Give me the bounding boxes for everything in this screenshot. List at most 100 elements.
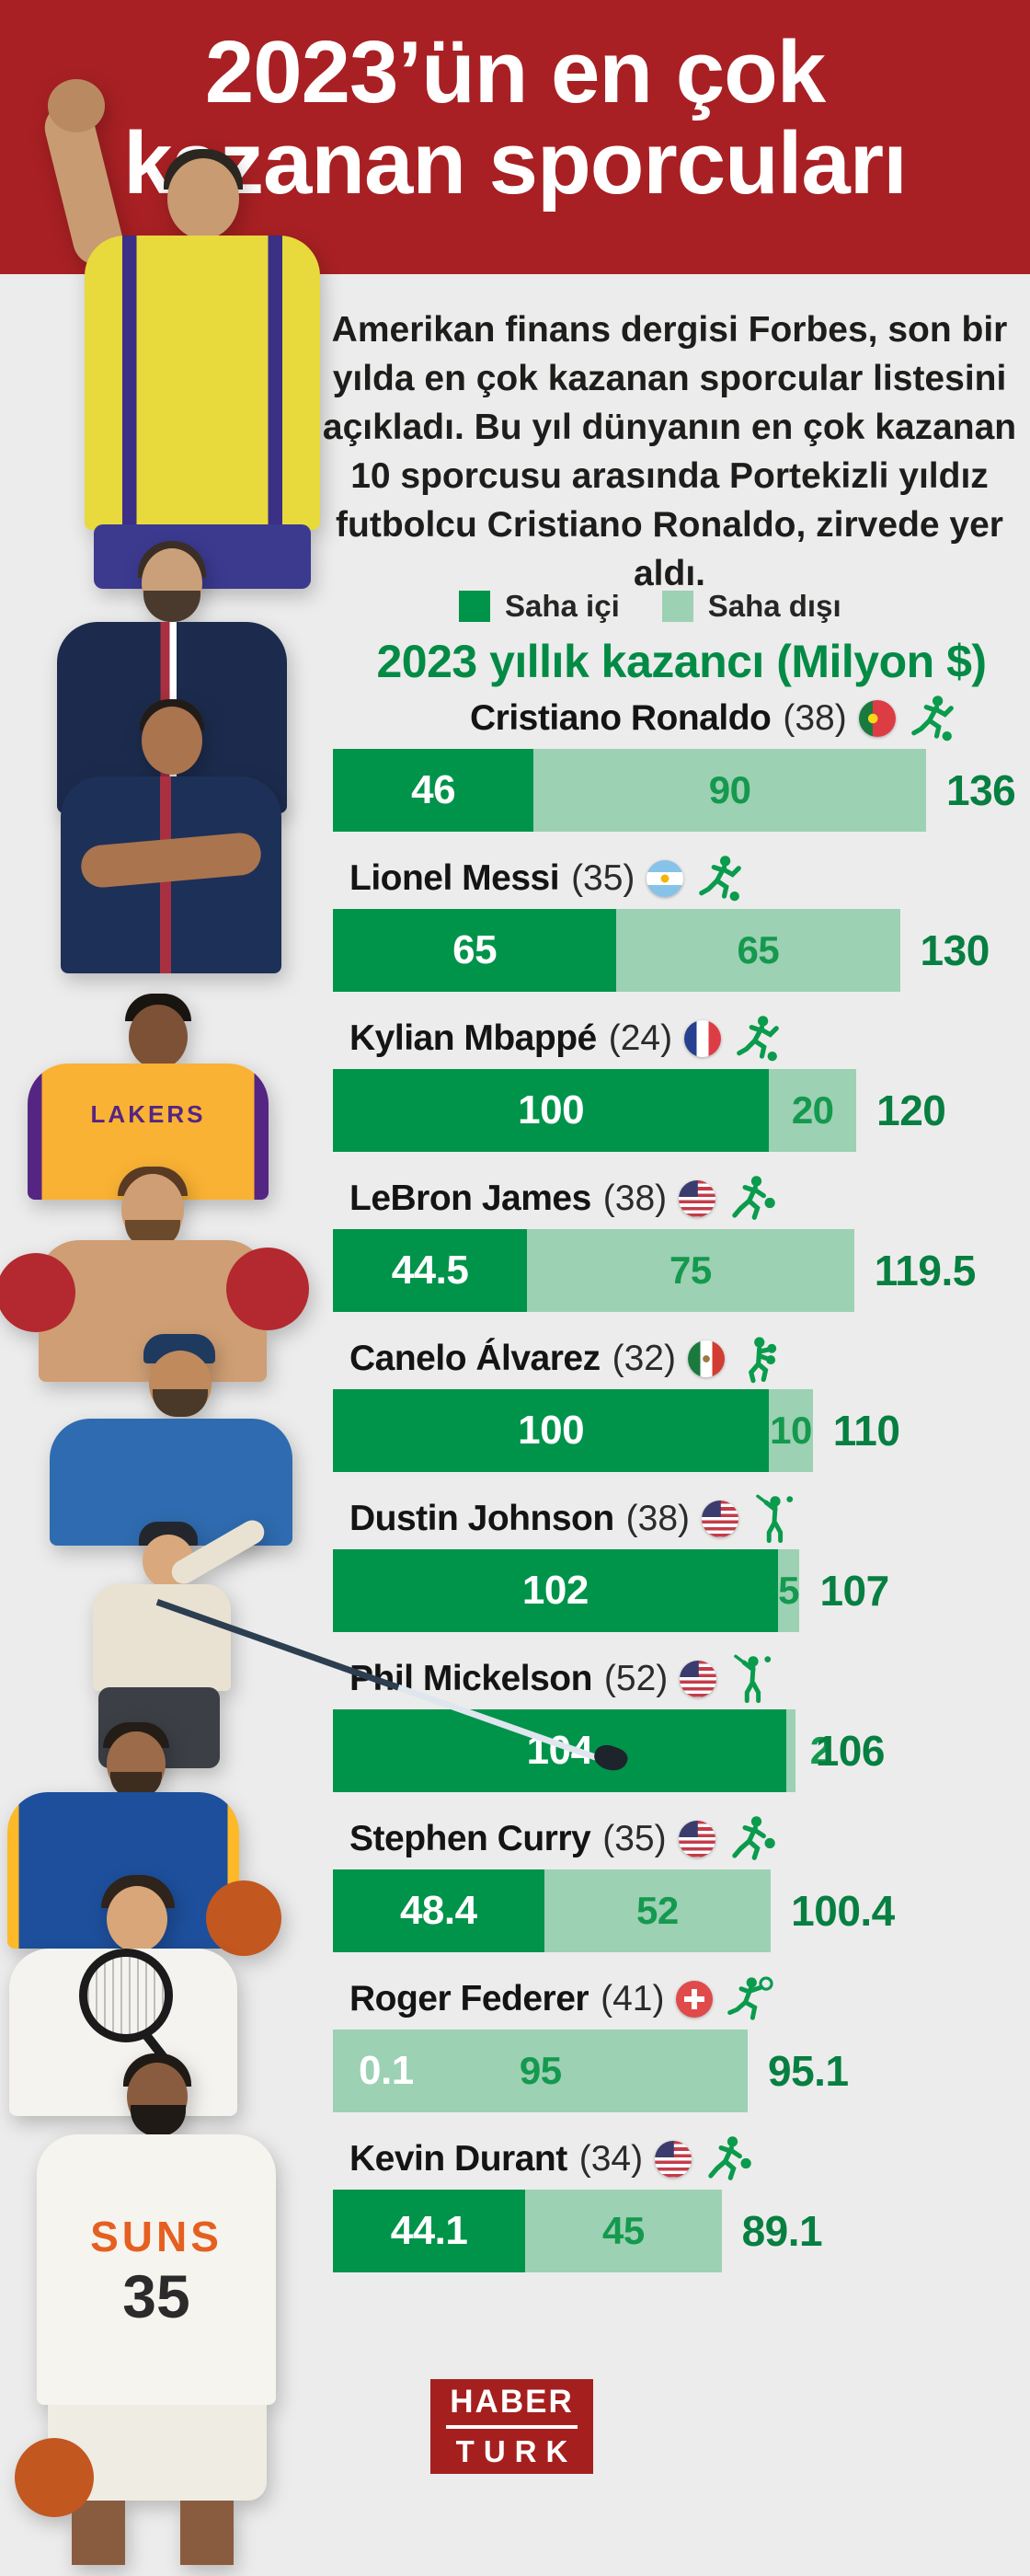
on-field-segment xyxy=(333,1229,528,1312)
athlete-name-line: Phil Mickelson (52) xyxy=(333,1649,1030,1709)
on-field-segment xyxy=(333,1389,770,1472)
haberturk-logo: HABER TURK xyxy=(430,2379,593,2474)
sport-icon xyxy=(727,1174,777,1224)
lebron-jersey-text: LAKERS xyxy=(90,1100,206,1128)
photo-canelo-alvarez xyxy=(0,1167,309,1382)
athlete-age: (38) xyxy=(625,1499,691,1538)
on-field-value: 65 xyxy=(452,927,498,972)
on-field-segment xyxy=(333,2190,526,2272)
on-field-segment xyxy=(333,749,534,832)
off-field-value: 75 xyxy=(670,1248,712,1292)
athlete-age: (41) xyxy=(601,1979,665,2018)
country-flag-icon xyxy=(655,2141,692,2178)
athlete-name-line: Roger Federer (41) xyxy=(333,1969,1030,2030)
total-value: 130 xyxy=(920,926,990,974)
athlete-name-line: Canelo Álvarez (32) xyxy=(333,1328,1030,1389)
on-field-value: 100 xyxy=(518,1408,585,1453)
sport-icon xyxy=(908,694,957,743)
photo-roger-federer xyxy=(0,1875,265,2118)
country-flag-icon xyxy=(680,1661,717,1697)
header-banner: 2023’ün en çok kazanan sporcuları xyxy=(0,0,1030,274)
off-field-value: 52 xyxy=(635,1889,679,1932)
off-field-segment xyxy=(616,909,900,992)
on-field-segment xyxy=(333,909,617,992)
legend-label-off-field: Saha dışı xyxy=(707,589,841,623)
off-field-value: 2 xyxy=(809,1729,831,1772)
athlete-row: Dustin Johnson (38) 102 5 107 xyxy=(333,1489,1030,1649)
country-flag-icon xyxy=(678,1821,715,1857)
earnings-bar: 48.4 52 100.4 xyxy=(333,1869,1030,1952)
athlete-row: Cristiano Ronaldo (38) 46 90 136 xyxy=(333,688,1030,848)
sport-icon xyxy=(728,1654,778,1704)
athlete-age: (32) xyxy=(612,1339,676,1378)
sport-icon xyxy=(727,1814,777,1864)
sport-icon xyxy=(704,2134,753,2184)
off-field-segment xyxy=(769,1389,813,1472)
total-value: 120 xyxy=(876,1087,946,1134)
sport-icon xyxy=(695,854,745,903)
athlete-name-line: Cristiano Ronaldo (38) xyxy=(333,688,1030,749)
sport-icon xyxy=(725,1974,774,2024)
total-value: 95.1 xyxy=(768,2047,849,2095)
off-field-segment xyxy=(769,1069,857,1152)
athlete-age: (24) xyxy=(608,1018,673,1058)
athlete-age: (35) xyxy=(602,1819,667,1858)
off-field-segment xyxy=(533,749,926,832)
total-value: 119.5 xyxy=(874,1247,977,1294)
on-field-segment xyxy=(333,1709,787,1792)
earnings-bar: 46 90 136 xyxy=(333,749,1030,832)
earnings-bar: 65 65 130 xyxy=(333,909,1030,992)
off-field-value: 90 xyxy=(708,768,751,811)
off-field-value: 45 xyxy=(602,2209,645,2252)
photo-cristiano-ronaldo xyxy=(40,79,340,589)
photo-kylian-mbappe xyxy=(61,699,281,973)
off-field-value: 5 xyxy=(778,1569,800,1612)
off-field-value: 10 xyxy=(770,1409,812,1452)
durant-jersey-number: 35 xyxy=(122,2262,190,2330)
athlete-name: Kevin Durant xyxy=(349,2139,567,2179)
athlete-name-line: Dustin Johnson (38) xyxy=(333,1489,1030,1549)
country-flag-icon xyxy=(679,1180,716,1217)
earnings-bar: 0.1 95 95.1 xyxy=(333,2030,1030,2112)
off-field-value: 20 xyxy=(791,1088,834,1132)
chart-title: 2023 yıllık kazancı (Milyon $) xyxy=(376,636,987,687)
legend-item-off-field: Saha dışı xyxy=(661,589,841,624)
athlete-row: Kevin Durant (34) 44.1 45 89.1 xyxy=(333,2129,1030,2289)
on-field-value: 100 xyxy=(518,1087,585,1133)
on-field-value: 48.4 xyxy=(399,1888,477,1933)
athlete-row: LeBron James (38) 44.5 75 119.5 xyxy=(333,1168,1030,1328)
earnings-bar: 104 2 106 xyxy=(333,1709,1030,1792)
off-field-segment xyxy=(527,1229,854,1312)
total-value: 107 xyxy=(819,1567,889,1615)
off-field-swatch xyxy=(661,591,693,622)
total-value: 136 xyxy=(946,766,1016,814)
athlete-row: Stephen Curry (35) 48.4 52 100.4 xyxy=(333,1809,1030,1969)
page-title-line2: kazanan sporcuları xyxy=(123,113,908,213)
photo-kevin-durant: SUNS 35 xyxy=(0,2053,313,2565)
logo-line1: HABER xyxy=(446,2384,578,2429)
off-field-value: 65 xyxy=(737,928,780,972)
athlete-name: Phil Mickelson xyxy=(349,1659,592,1698)
on-field-value: 0.1 xyxy=(359,2048,414,2093)
country-flag-icon xyxy=(647,860,684,897)
on-field-value: 102 xyxy=(521,1568,589,1613)
athlete-name: Roger Federer xyxy=(349,1979,589,2018)
off-field-segment xyxy=(544,1869,772,1952)
off-field-segment xyxy=(786,1709,795,1792)
sport-icon xyxy=(750,1494,800,1544)
logo-line2: TURK xyxy=(455,2434,578,2468)
legend-item-on-field: Saha içi xyxy=(459,589,620,624)
off-field-segment xyxy=(525,2190,722,2272)
athlete-row: Canelo Álvarez (32) 100 10 110 xyxy=(333,1328,1030,1489)
earnings-bar: 100 10 110 xyxy=(333,1389,1030,1472)
sport-icon xyxy=(733,1014,783,1064)
on-field-swatch xyxy=(459,591,490,622)
on-field-segment xyxy=(333,1549,778,1632)
athlete-name-line: Lionel Messi (35) xyxy=(333,848,1030,909)
durant-jersey-text: SUNS xyxy=(90,2213,223,2260)
intro-text: Amerikan finans dergisi Forbes, son bir … xyxy=(322,310,1017,594)
athlete-name-line: Stephen Curry (35) xyxy=(333,1809,1030,1869)
country-flag-icon xyxy=(687,1340,725,1377)
athlete-name: Cristiano Ronaldo xyxy=(470,698,772,738)
